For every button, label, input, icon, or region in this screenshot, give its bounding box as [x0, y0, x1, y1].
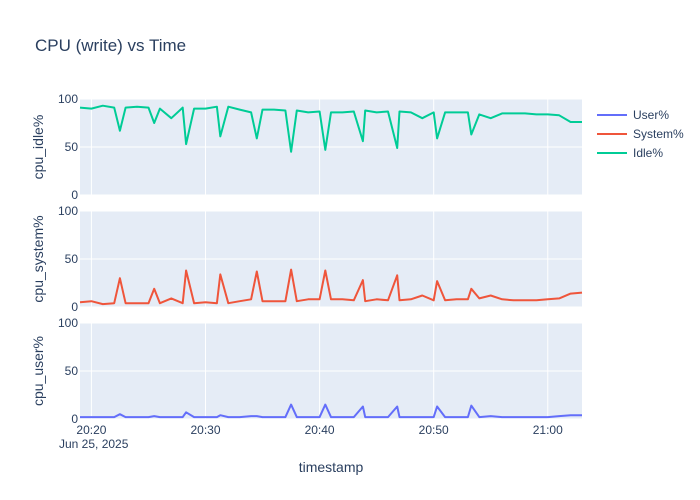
legend-item-user[interactable]: User%: [597, 108, 669, 122]
y-tick-label: 50: [65, 252, 79, 266]
legend-item-idle[interactable]: Idle%: [597, 146, 663, 160]
y-tick-label: 100: [58, 204, 78, 218]
legend-label: System%: [633, 127, 684, 141]
subplot-panels: 0 50 100 cpu_idle% 0 50 100 cpu_system% 0 50 100 cp…: [30, 92, 583, 451]
series-line-system: [79, 268, 583, 306]
x-tick-label: 20:40: [305, 423, 335, 437]
y-tick-label: 100: [58, 92, 78, 106]
chart-title: CPU (write) vs Time: [35, 36, 186, 55]
x-tick-label: 20:20: [76, 423, 106, 437]
series-line-user: [80, 403, 582, 419]
y-tick-label: 0: [71, 300, 78, 314]
y-tick-label: 0: [71, 188, 78, 202]
y-axis-title: cpu_idle%: [30, 115, 46, 180]
y-tick-label: 50: [65, 364, 79, 378]
x-axis-title: timestamp: [299, 459, 364, 475]
x-tick-label: 21:00: [533, 423, 563, 437]
legend-label: Idle%: [633, 146, 663, 160]
y-tick-label: 100: [58, 316, 78, 330]
series-line-idle: [79, 104, 582, 153]
x-tick-label: 20:50: [419, 423, 449, 437]
x-tick-label: 20:30: [190, 423, 220, 437]
y-axis-title: cpu_system%: [30, 215, 46, 302]
y-tick-label: 50: [65, 140, 79, 154]
y-axis-title: cpu_user%: [30, 336, 46, 406]
x-date-label: Jun 25, 2025: [59, 437, 129, 451]
legend-item-system[interactable]: System%: [597, 127, 684, 141]
legend[interactable]: User% System% Idle%: [597, 108, 684, 160]
legend-label: User%: [633, 108, 669, 122]
y-tick-label: 0: [71, 412, 78, 426]
